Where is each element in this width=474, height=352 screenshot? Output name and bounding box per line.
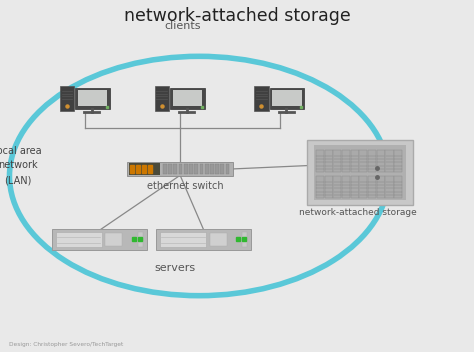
Bar [173,164,177,174]
Bar [189,164,193,174]
Bar [359,176,367,199]
Bar [377,176,385,199]
Bar [368,176,376,199]
Bar [394,176,402,199]
FancyBboxPatch shape [173,90,202,106]
FancyBboxPatch shape [60,86,74,112]
Bar [325,150,333,172]
FancyBboxPatch shape [75,88,110,109]
Bar [385,150,393,172]
Bar [215,164,219,174]
Bar [168,164,172,174]
FancyBboxPatch shape [78,90,108,106]
FancyBboxPatch shape [170,88,205,109]
Text: local area
network
(LAN): local area network (LAN) [0,146,42,185]
Bar [138,232,143,247]
Bar [242,232,247,247]
Bar [368,150,376,172]
FancyBboxPatch shape [52,229,147,250]
Bar [56,232,102,247]
Text: ethernet switch: ethernet switch [146,181,223,191]
Bar [179,164,182,174]
Text: clients: clients [164,21,201,31]
Bar [325,176,333,199]
Bar [333,176,341,199]
Bar [210,164,214,174]
Bar [205,164,209,174]
Bar [129,163,160,175]
FancyBboxPatch shape [156,229,251,250]
Bar [377,150,385,172]
Bar [314,145,406,200]
Bar [210,233,227,246]
Text: network-attached storage: network-attached storage [124,7,350,25]
FancyBboxPatch shape [254,86,269,112]
Bar [342,150,350,172]
Text: servers: servers [155,263,196,272]
Bar [226,164,229,174]
Bar [163,164,167,174]
Bar [220,164,224,174]
Bar [333,150,341,172]
Bar [160,232,206,247]
Bar [105,233,122,246]
Bar [351,176,359,199]
Bar [200,164,203,174]
Text: network-attached storage: network-attached storage [299,208,417,218]
Text: Design: Christopher Severo/TechTarget: Design: Christopher Severo/TechTarget [9,342,124,347]
Bar [316,150,324,172]
Bar [316,176,324,199]
Bar [359,150,367,172]
FancyBboxPatch shape [307,140,413,205]
FancyBboxPatch shape [270,88,304,109]
FancyBboxPatch shape [155,86,169,112]
Bar [394,150,402,172]
FancyBboxPatch shape [127,162,233,176]
Bar [194,164,198,174]
Bar [385,176,393,199]
FancyBboxPatch shape [272,90,302,106]
Bar [184,164,188,174]
Bar [342,176,350,199]
Bar [351,150,359,172]
